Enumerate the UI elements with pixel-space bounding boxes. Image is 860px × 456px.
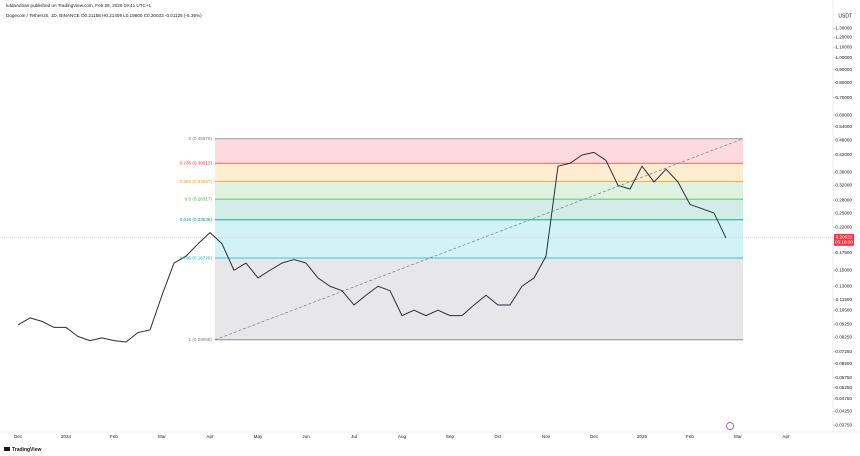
y-tick-label: 0.05250 bbox=[835, 385, 852, 390]
x-tick-label: Apr bbox=[206, 434, 214, 439]
event-marker bbox=[726, 422, 734, 430]
fib-band bbox=[215, 163, 743, 182]
y-tick-label: 0.17500 bbox=[835, 250, 852, 255]
price-line bbox=[17, 151, 727, 343]
y-tick-label: 0.32000 bbox=[835, 183, 852, 188]
fib-trend-line bbox=[214, 138, 744, 341]
y-tick-label: 0.54000 bbox=[835, 124, 852, 129]
x-tick-label: Mar bbox=[734, 434, 742, 439]
last-price-tag bbox=[834, 233, 854, 246]
x-tick-label: Aug bbox=[398, 434, 407, 439]
x-tick-label: May bbox=[254, 434, 263, 439]
x-tick-label: Feb bbox=[110, 434, 118, 439]
y-tick-label: 0.80000 bbox=[835, 80, 852, 85]
x-tick-label: Jun bbox=[302, 434, 310, 439]
logo-icon bbox=[4, 447, 10, 451]
y-tick-label: 0.48000 bbox=[835, 137, 852, 142]
x-tick-label: Oct bbox=[494, 434, 502, 439]
y-tick-label: 0.07250 bbox=[835, 349, 852, 354]
fib-label: 0.5 (0.28317) bbox=[185, 196, 213, 201]
x-tick-label: Mar bbox=[158, 434, 166, 439]
fib-label: 1 (0.08058) bbox=[189, 337, 213, 342]
y-tick-label: 0.11500 bbox=[836, 297, 853, 302]
y-tick-label: 0.08250 bbox=[835, 334, 852, 339]
y-tick-label: 0.10500 bbox=[835, 307, 852, 312]
x-tick-label: 2025 bbox=[637, 434, 648, 439]
y-tick-label: 0.04250 bbox=[835, 409, 852, 414]
x-tick-label: Nov bbox=[542, 434, 551, 439]
y-tick-label: 0.09250 bbox=[835, 322, 852, 327]
y-tick-label: 0.36000 bbox=[835, 169, 852, 174]
y-tick-label: 0.06500 bbox=[835, 361, 852, 366]
y-tick-label: 1.00000 bbox=[835, 55, 852, 60]
y-tick-label: 1.30000 bbox=[835, 26, 852, 31]
y-tick-label: 0.42000 bbox=[835, 152, 852, 157]
symbol-line: Dogecoin / TetherUS, 1D, BINANCE O0.2115… bbox=[6, 13, 202, 18]
x-tick-label: 2024 bbox=[61, 434, 72, 439]
y-tick-label: 0.90000 bbox=[835, 67, 852, 72]
x-tick-label: Apr bbox=[782, 434, 790, 439]
y-tick-label: 0.04750 bbox=[835, 396, 852, 401]
logo-text: TradingView bbox=[12, 447, 41, 453]
x-tick-label: Dec bbox=[590, 434, 599, 439]
y-tick-label: 0.15000 bbox=[835, 267, 852, 272]
fib-label: 0.618 (0.23536) bbox=[180, 217, 213, 222]
fib-label: 0.236 (0.39013) bbox=[180, 160, 213, 165]
y-tick-label: 0.25000 bbox=[835, 210, 852, 215]
y-tick-label: 1.10000 bbox=[835, 44, 852, 49]
countdown: 05:18:20 bbox=[835, 240, 853, 245]
fib-label: 0.382 (0.33097) bbox=[180, 179, 213, 184]
x-tick-label: Jul bbox=[351, 434, 357, 439]
last-price-label: 0.20033 bbox=[836, 234, 853, 239]
y-tick-label: 0.13000 bbox=[835, 283, 852, 288]
fib-label: 0.786 (0.16729) bbox=[180, 255, 213, 260]
y-tick-label: 0.03750 bbox=[835, 423, 852, 428]
y-tick-label: 0.22000 bbox=[835, 225, 852, 230]
x-tick-label: Feb bbox=[686, 434, 694, 439]
fib-band bbox=[215, 138, 743, 164]
fib-band bbox=[215, 199, 743, 220]
y-tick-label: 1.20000 bbox=[835, 35, 852, 40]
x-tick-label: Dec bbox=[14, 434, 23, 439]
x-tick-label: Sep bbox=[446, 434, 455, 439]
y-tick-label: 0.05750 bbox=[835, 375, 852, 380]
currency: USDT bbox=[838, 13, 852, 19]
fib-label: 0 (0.48575) bbox=[189, 136, 213, 141]
y-tick-label: 0.28000 bbox=[835, 198, 852, 203]
y-tick-label: 0.60000 bbox=[835, 112, 852, 117]
y-tick-label: 0.70000 bbox=[835, 95, 852, 100]
publisher-line: lutdaAdrian published on TradingView.com… bbox=[6, 3, 152, 8]
fib-band bbox=[215, 258, 743, 340]
fib-band bbox=[215, 181, 743, 200]
